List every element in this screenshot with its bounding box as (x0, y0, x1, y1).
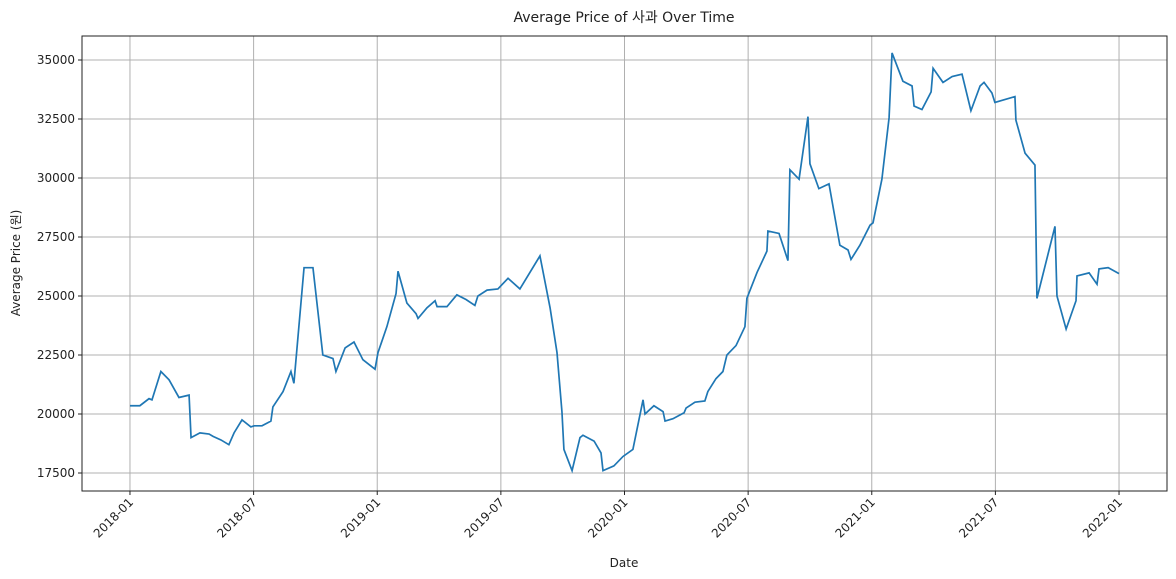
x-tick-label: 2020-07 (709, 495, 754, 540)
x-tick-label: 2019-07 (462, 495, 507, 540)
x-tick-label: 2019-01 (338, 495, 383, 540)
chart-title: Average Price of 사과 Over Time (513, 10, 734, 26)
y-axis-label: Average Price (원) (9, 210, 23, 317)
y-tick-label: 25000 (37, 289, 75, 303)
x-tick-label: 2021-07 (956, 495, 1001, 540)
plot-frame (81, 35, 1168, 492)
x-tick-label: 2020-01 (585, 495, 630, 540)
data-line (129, 52, 1120, 474)
x-tick-label: 2021-01 (833, 495, 878, 540)
y-tick-label: 17500 (37, 466, 75, 480)
y-tick-label: 27500 (37, 230, 75, 244)
x-axis-label: Date (610, 556, 639, 570)
y-tick-label: 22500 (37, 348, 75, 362)
x-tick-label: 2022-01 (1080, 495, 1125, 540)
y-tick-label: 32500 (37, 112, 75, 126)
y-tick-label: 30000 (37, 171, 75, 185)
y-tick-label: 20000 (37, 407, 75, 421)
x-tick-label: 2018-07 (214, 495, 259, 540)
x-tick-label: 2018-01 (91, 495, 136, 540)
y-tick-label: 35000 (37, 53, 75, 67)
